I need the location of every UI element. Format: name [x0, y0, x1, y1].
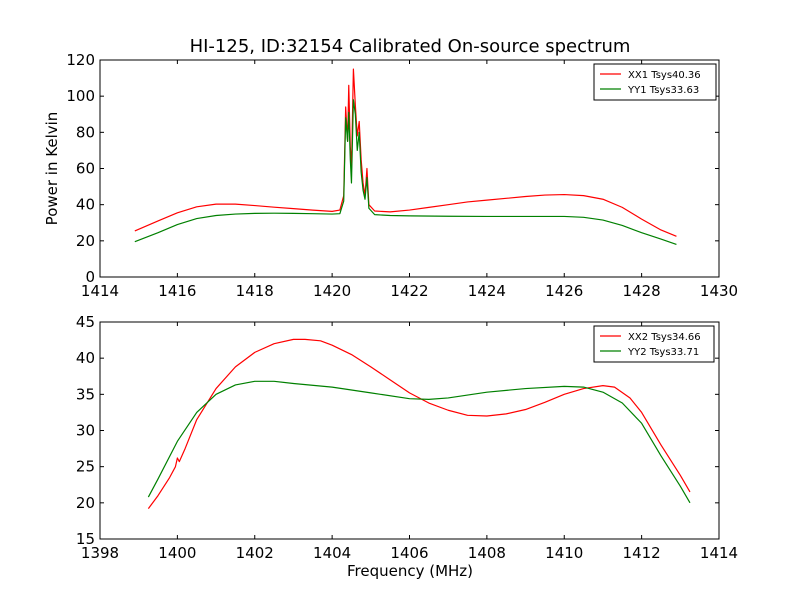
top-legend-label-1: XX1 Tsys40.36 — [628, 70, 701, 81]
bottom-series-line-2 — [147, 380, 691, 504]
top-x-tick-label: 1430 — [700, 282, 738, 300]
bottom-x-tick-label: 1406 — [390, 544, 428, 562]
top-y-axis-label: Power in Kelvin — [43, 112, 61, 226]
top-x-tick-label: 1424 — [468, 282, 506, 300]
bottom-series-line-1 — [147, 338, 691, 509]
bottom-legend-label-1: XX2 Tsys34.66 — [628, 332, 701, 343]
top-x-tick-label: 1428 — [623, 282, 661, 300]
top-y-tick-label: 0 — [85, 268, 95, 286]
top-plot: 1414 1416 1418 1420 1422 1424 1426 1428 1430 0 20 4… — [66, 51, 738, 300]
top-x-tick-label: 1422 — [390, 282, 428, 300]
bottom-y-tick-label: 15 — [76, 530, 95, 548]
bottom-x-tick-label: 1410 — [545, 544, 583, 562]
top-y-tick-label: 20 — [76, 232, 95, 250]
x-axis-label: Frequency (MHz) — [347, 562, 473, 580]
top-x-tick-label: 1420 — [313, 282, 351, 300]
chart-title: HI-125, ID:32154 Calibrated On-source sp… — [190, 36, 631, 57]
bottom-x-tick-label: 1408 — [468, 544, 506, 562]
bottom-x-tick-label: 1400 — [158, 544, 196, 562]
top-series-line-2 — [134, 99, 677, 246]
top-legend-label-2: YY1 Tsys33.63 — [627, 85, 699, 96]
top-legend: XX1 Tsys40.36 YY1 Tsys33.63 — [593, 63, 717, 101]
bottom-x-tick-label: 1398 — [81, 544, 119, 562]
bottom-x-tick-label: 1412 — [623, 544, 661, 562]
bottom-y-tick-label: 30 — [76, 422, 95, 440]
top-x-tick-label: 1418 — [236, 282, 274, 300]
top-y-tick-label: 40 — [76, 196, 95, 214]
bottom-legend-box — [593, 325, 715, 363]
top-y-tick-label: 120 — [66, 51, 95, 69]
bottom-legend-label-2: YY2 Tsys33.71 — [627, 347, 699, 358]
bottom-y-tick-label: 35 — [76, 385, 95, 403]
bottom-x-tick-label: 1404 — [313, 544, 351, 562]
bottom-y-tick-label: 25 — [76, 458, 95, 476]
bottom-legend: XX2 Tsys34.66 YY2 Tsys33.71 — [593, 325, 715, 363]
bottom-y-tick-label: 20 — [76, 494, 95, 512]
top-y-tick-label: 80 — [76, 123, 95, 141]
bottom-y-tick-label: 40 — [76, 349, 95, 367]
top-y-tick-label: 60 — [76, 160, 95, 178]
top-legend-box — [593, 63, 717, 101]
top-x-tick-label: 1414 — [81, 282, 119, 300]
bottom-x-tick-label: 1414 — [700, 544, 738, 562]
top-x-tick-label: 1416 — [158, 282, 196, 300]
top-x-tick-label: 1426 — [545, 282, 583, 300]
bottom-plot: 1398 1400 1402 1404 1406 1408 1410 1412 1414 15 20… — [76, 313, 738, 562]
top-y-tick-label: 100 — [66, 87, 95, 105]
bottom-x-tick-label: 1402 — [236, 544, 274, 562]
bottom-y-tick-label: 45 — [76, 313, 95, 331]
